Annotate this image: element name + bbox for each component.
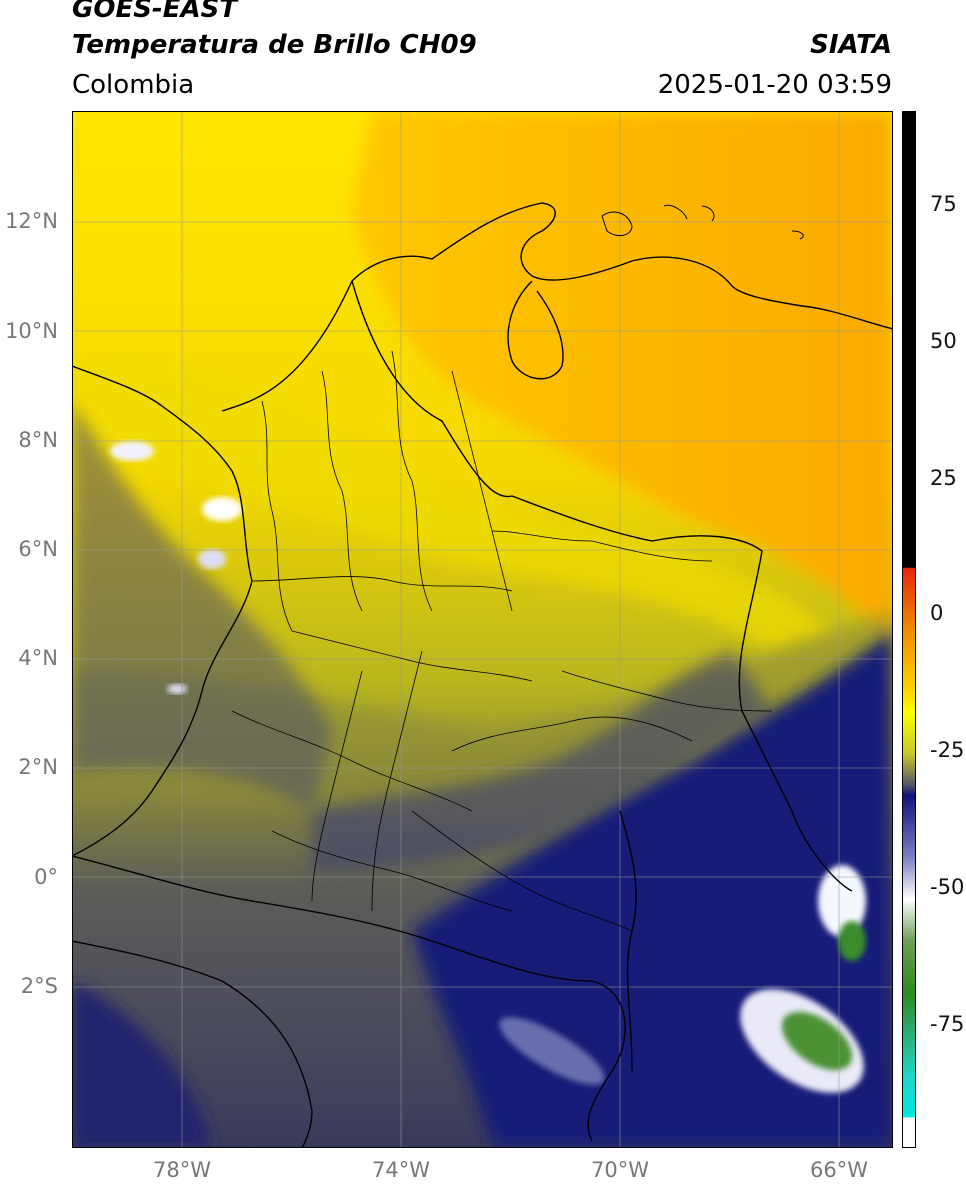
- lon-tick-78w: 78°W: [153, 1158, 211, 1182]
- lat-tick-10n: 10°N: [5, 319, 58, 343]
- borders: [72, 202, 893, 1148]
- cbar-tick-50: 50: [930, 329, 957, 353]
- cbar-tick-neg75: -75: [930, 1012, 965, 1036]
- lon-tick-74w: 74°W: [372, 1158, 430, 1182]
- lon-tick-66w: 66°W: [810, 1158, 868, 1182]
- cbar-tick-0: 0: [930, 601, 944, 625]
- lat-tick-0: 0°: [34, 865, 58, 889]
- lon-tick-70w: 70°W: [591, 1158, 649, 1182]
- cbar-tick-neg25: -25: [930, 738, 965, 762]
- warm-region: [352, 111, 893, 641]
- agency-label: SIATA: [810, 30, 892, 60]
- department-borders: [231, 350, 773, 932]
- convective-cells: [110, 441, 866, 1093]
- lat-tick-2s: 2°S: [20, 974, 58, 998]
- map-canvas: [72, 111, 893, 1148]
- colorbar: [902, 111, 916, 1148]
- graticule: [72, 111, 893, 1148]
- lat-tick-6n: 6°N: [18, 537, 58, 561]
- cbar-tick-75: 75: [930, 192, 957, 216]
- cbar-tick-neg50: -50: [930, 875, 965, 899]
- title-line-1: GOES-EAST: [72, 0, 238, 24]
- title-line-2: Temperatura de Brillo CH09: [72, 30, 477, 60]
- timestamp-label: 2025-01-20 03:59: [657, 70, 892, 100]
- region-label: Colombia: [72, 70, 195, 100]
- lat-tick-8n: 8°N: [18, 428, 58, 452]
- colorbar-ramp: [902, 111, 916, 1148]
- lat-tick-12n: 12°N: [5, 209, 58, 233]
- lat-tick-2n: 2°N: [18, 755, 58, 779]
- brightness-temperature-map[interactable]: [72, 111, 893, 1148]
- lat-tick-4n: 4°N: [18, 646, 58, 670]
- cbar-tick-25: 25: [930, 466, 957, 490]
